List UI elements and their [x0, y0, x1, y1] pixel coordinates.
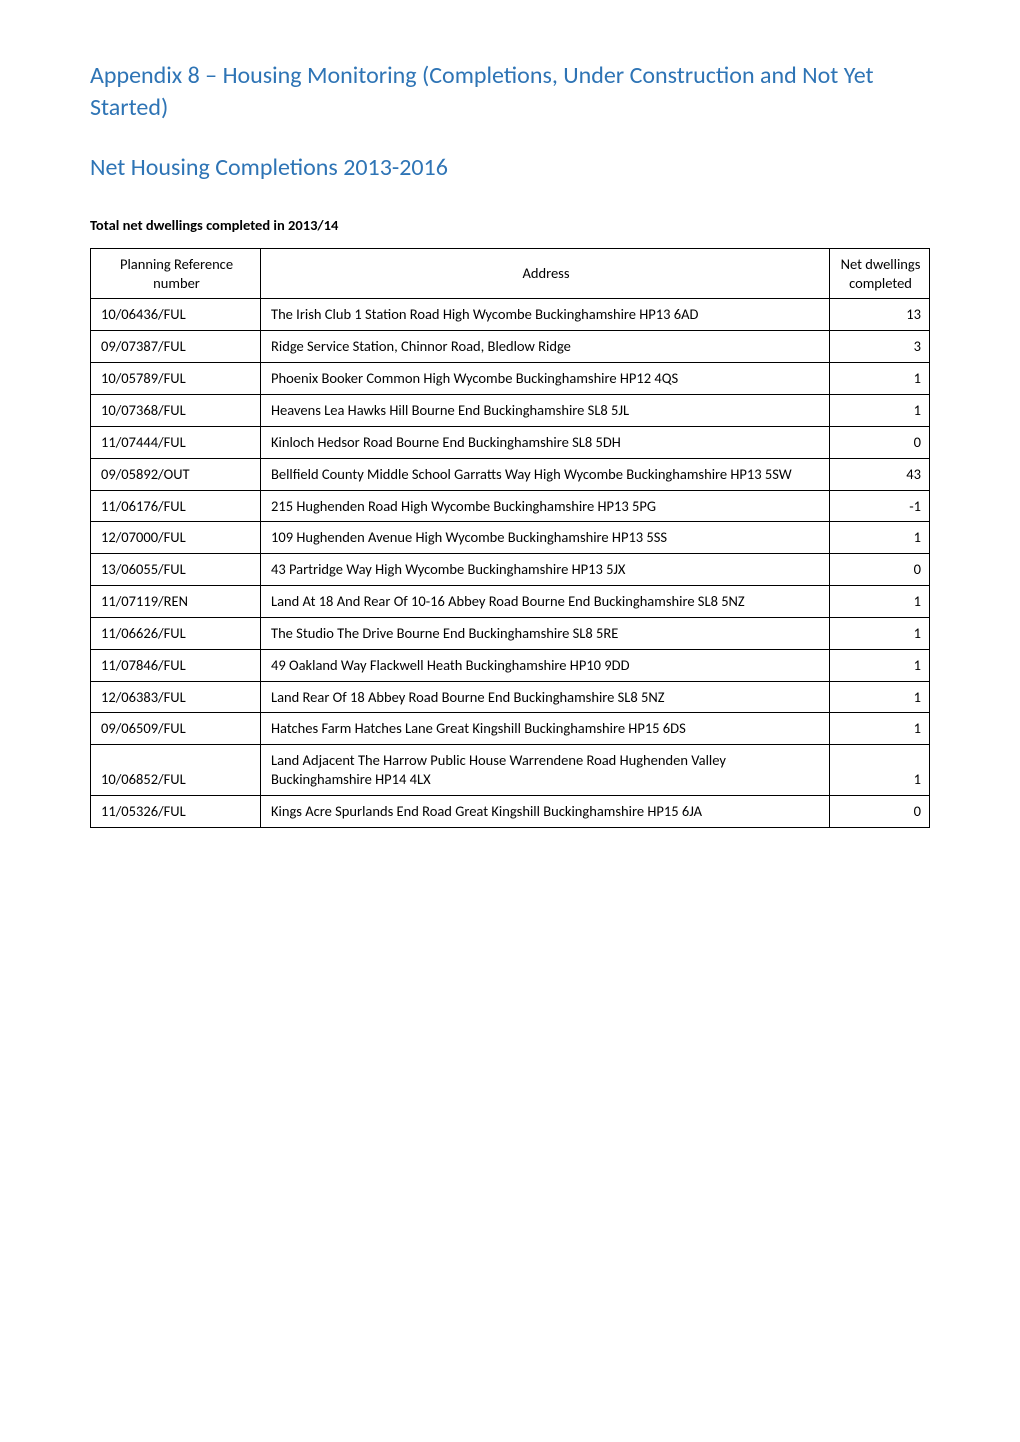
cell-address: 43 Partridge Way High Wycombe Buckingham… — [261, 554, 830, 586]
cell-net: 43 — [830, 458, 930, 490]
cell-address: Phoenix Booker Common High Wycombe Bucki… — [261, 363, 830, 395]
cell-ref: 12/07000/FUL — [91, 522, 261, 554]
cell-net: 1 — [830, 363, 930, 395]
table-body: 10/06436/FULThe Irish Club 1 Station Roa… — [91, 299, 930, 827]
sub-heading: Net Housing Completions 2013-2016 — [90, 153, 930, 182]
cell-ref: 10/06852/FUL — [91, 745, 261, 796]
table-row: 12/07000/FUL109 Hughenden Avenue High Wy… — [91, 522, 930, 554]
cell-address: Heavens Lea Hawks Hill Bourne End Buckin… — [261, 395, 830, 427]
table-header-row: Planning Reference number Address Net dw… — [91, 248, 930, 299]
table-row: 10/06852/FULLand Adjacent The Harrow Pub… — [91, 745, 930, 796]
cell-net: 0 — [830, 426, 930, 458]
cell-address: Bellfield County Middle School Garratts … — [261, 458, 830, 490]
cell-ref: 09/06509/FUL — [91, 713, 261, 745]
cell-net: -1 — [830, 490, 930, 522]
table-row: 11/06626/FULThe Studio The Drive Bourne … — [91, 617, 930, 649]
cell-net: 1 — [830, 681, 930, 713]
table-row: 09/07387/FULRidge Service Station, Chinn… — [91, 331, 930, 363]
cell-ref: 11/06176/FUL — [91, 490, 261, 522]
cell-address: Kings Acre Spurlands End Road Great King… — [261, 795, 830, 827]
col-header-address: Address — [261, 248, 830, 299]
cell-address: The Irish Club 1 Station Road High Wycom… — [261, 299, 830, 331]
cell-address: Hatches Farm Hatches Lane Great Kingshil… — [261, 713, 830, 745]
cell-address: The Studio The Drive Bourne End Buckingh… — [261, 617, 830, 649]
table-row: 09/05892/OUTBellfield County Middle Scho… — [91, 458, 930, 490]
table-row: 11/06176/FUL215 Hughenden Road High Wyco… — [91, 490, 930, 522]
table-row: 11/07846/FUL49 Oakland Way Flackwell Hea… — [91, 649, 930, 681]
cell-net: 0 — [830, 795, 930, 827]
cell-address: 49 Oakland Way Flackwell Heath Buckingha… — [261, 649, 830, 681]
cell-net: 0 — [830, 554, 930, 586]
cell-ref: 11/05326/FUL — [91, 795, 261, 827]
cell-ref: 13/06055/FUL — [91, 554, 261, 586]
table-row: 10/05789/FULPhoenix Booker Common High W… — [91, 363, 930, 395]
cell-address: Land Rear Of 18 Abbey Road Bourne End Bu… — [261, 681, 830, 713]
cell-ref: 10/07368/FUL — [91, 395, 261, 427]
col-header-net: Net dwellings completed — [830, 248, 930, 299]
cell-address: Land Adjacent The Harrow Public House Wa… — [261, 745, 830, 796]
col-header-ref: Planning Reference number — [91, 248, 261, 299]
table-row: 11/07119/RENLand At 18 And Rear Of 10-16… — [91, 586, 930, 618]
cell-net: 1 — [830, 395, 930, 427]
cell-ref: 10/05789/FUL — [91, 363, 261, 395]
cell-ref: 09/07387/FUL — [91, 331, 261, 363]
cell-ref: 11/07444/FUL — [91, 426, 261, 458]
cell-net: 1 — [830, 649, 930, 681]
cell-net: 1 — [830, 586, 930, 618]
cell-net: 1 — [830, 522, 930, 554]
cell-address: Land At 18 And Rear Of 10-16 Abbey Road … — [261, 586, 830, 618]
cell-ref: 12/06383/FUL — [91, 681, 261, 713]
table-row: 11/05326/FULKings Acre Spurlands End Roa… — [91, 795, 930, 827]
table-row: 13/06055/FUL43 Partridge Way High Wycomb… — [91, 554, 930, 586]
cell-ref: 11/06626/FUL — [91, 617, 261, 649]
cell-ref: 11/07119/REN — [91, 586, 261, 618]
cell-address: Kinloch Hedsor Road Bourne End Buckingha… — [261, 426, 830, 458]
cell-net: 1 — [830, 745, 930, 796]
table-row: 11/07444/FULKinloch Hedsor Road Bourne E… — [91, 426, 930, 458]
cell-net: 1 — [830, 713, 930, 745]
cell-net: 1 — [830, 617, 930, 649]
table-row: 12/06383/FULLand Rear Of 18 Abbey Road B… — [91, 681, 930, 713]
cell-address: 109 Hughenden Avenue High Wycombe Buckin… — [261, 522, 830, 554]
main-heading: Appendix 8 – Housing Monitoring (Complet… — [90, 60, 930, 125]
cell-net: 3 — [830, 331, 930, 363]
cell-ref: 11/07846/FUL — [91, 649, 261, 681]
table-row: 10/06436/FULThe Irish Club 1 Station Roa… — [91, 299, 930, 331]
cell-ref: 10/06436/FUL — [91, 299, 261, 331]
cell-net: 13 — [830, 299, 930, 331]
table-row: 09/06509/FULHatches Farm Hatches Lane Gr… — [91, 713, 930, 745]
cell-address: Ridge Service Station, Chinnor Road, Ble… — [261, 331, 830, 363]
table-label: Total net dwellings completed in 2013/14 — [90, 216, 930, 234]
completions-table: Planning Reference number Address Net dw… — [90, 248, 930, 828]
table-row: 10/07368/FULHeavens Lea Hawks Hill Bourn… — [91, 395, 930, 427]
cell-address: 215 Hughenden Road High Wycombe Buckingh… — [261, 490, 830, 522]
cell-ref: 09/05892/OUT — [91, 458, 261, 490]
